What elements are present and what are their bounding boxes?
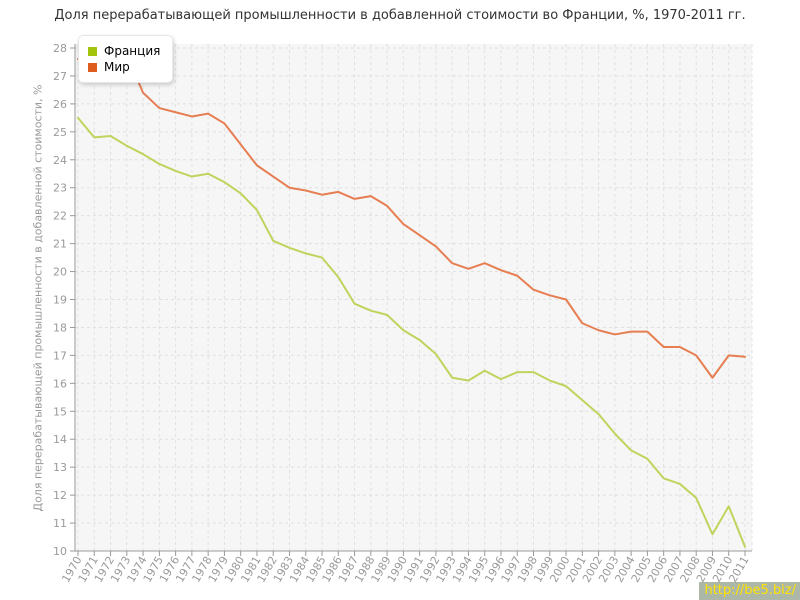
plot-background [75, 44, 752, 551]
y-tick-label: 27 [53, 70, 67, 83]
y-tick-label: 22 [53, 210, 67, 223]
y-tick-label: 16 [53, 377, 67, 390]
y-tick-label: 23 [53, 182, 67, 195]
legend-item-france[interactable]: Франция [88, 44, 160, 58]
y-tick-label: 24 [53, 154, 67, 167]
y-tick-label: 25 [53, 126, 67, 139]
chart-title: Доля перерабатывающей промышленности в д… [54, 8, 746, 23]
y-tick-label: 18 [53, 321, 67, 334]
y-tick-label: 21 [53, 238, 67, 251]
legend-item-world[interactable]: Мир [88, 60, 160, 74]
y-tick-label: 11 [53, 517, 67, 530]
legend-swatch-world-icon [88, 62, 97, 72]
y-tick-label: 13 [53, 461, 67, 474]
y-tick-label: 20 [53, 266, 67, 279]
y-axis-title: Доля перерабатывающей промышленности в д… [31, 84, 45, 512]
y-tick-label: 28 [53, 42, 67, 55]
legend-label-france: Франция [104, 44, 161, 58]
y-tick-label: 26 [53, 98, 67, 111]
legend: Франция Мир [78, 35, 174, 83]
y-tick-label: 15 [53, 405, 67, 418]
y-tick-label: 14 [53, 433, 67, 446]
legend-swatch-france-icon [88, 46, 97, 56]
y-tick-label: 17 [53, 349, 67, 362]
y-tick-label: 19 [53, 294, 67, 307]
legend-label-world: Мир [104, 60, 130, 74]
y-tick-label: 12 [53, 489, 67, 502]
series-line-world [77, 53, 746, 379]
watermark-link[interactable]: http://be5.biz/ [699, 582, 800, 600]
y-tick-label: 10 [53, 545, 67, 558]
series-line-france [77, 116, 746, 548]
